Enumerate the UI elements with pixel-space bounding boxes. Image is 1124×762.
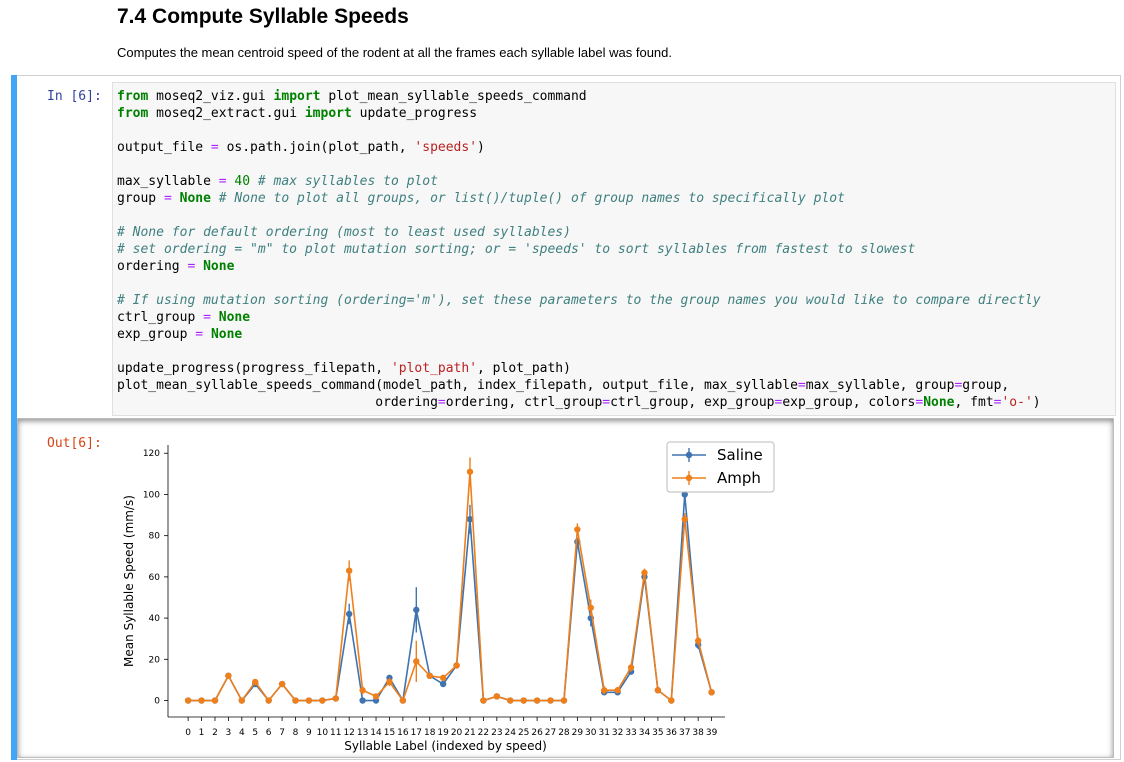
- code-token: =: [195, 327, 204, 342]
- code-token: plot_mean_syllable_speeds_command: [320, 89, 587, 104]
- output-area: [17, 418, 1114, 758]
- code-token: =: [437, 395, 446, 410]
- code-editor[interactable]: [112, 82, 1116, 416]
- code-token: =: [993, 395, 1002, 410]
- code-line: from moseq2_viz.gui import plot_mean_syl…: [117, 88, 587, 105]
- section-description: Computes the mean centroid speed of the …: [117, 45, 672, 60]
- code-token: =: [915, 395, 924, 410]
- code-token: ordering: [117, 395, 438, 410]
- code-token: ctrl_group: [117, 310, 204, 325]
- code-token: ordering, ctrl_group: [445, 395, 603, 410]
- code-token: , fmt: [954, 395, 994, 410]
- section-title: 7.4 Compute Syllable Speeds: [117, 5, 409, 28]
- code-token: =: [602, 395, 611, 410]
- code-token: # None to plot all groups, or list()/tup…: [218, 191, 845, 206]
- code-token: [211, 191, 219, 206]
- code-line: ordering=ordering, ctrl_group=ctrl_group…: [117, 394, 1041, 411]
- output-prompt: Out[6]:: [47, 436, 102, 451]
- code-token: None: [203, 259, 235, 274]
- code-token: update_progress(progress_filepath,: [117, 361, 391, 376]
- code-line: output_file = os.path.join(plot_path, 's…: [117, 139, 485, 156]
- cell-selection-bar: [11, 75, 17, 760]
- code-token: ctrl_group, exp_group: [610, 395, 775, 410]
- code-token: ): [1032, 395, 1041, 410]
- code-token: output_file: [117, 140, 211, 155]
- code-token: =: [954, 378, 963, 393]
- code-token: import: [273, 89, 321, 104]
- code-token: import: [304, 106, 352, 121]
- code-line: from moseq2_extract.gui import update_pr…: [117, 105, 477, 122]
- code-line: # If using mutation sorting (ordering='m…: [117, 292, 1041, 309]
- code-token: # None for default ordering (most to lea…: [117, 225, 571, 240]
- code-token: exp_group, colors: [782, 395, 916, 410]
- code-token: max_syllable: [117, 174, 219, 189]
- code-token: # If using mutation sorting (ordering='m…: [117, 293, 1041, 308]
- code-token: None: [923, 395, 955, 410]
- code-token: 'speeds': [414, 140, 478, 155]
- code-token: update_progress: [351, 106, 478, 121]
- code-token: [195, 259, 203, 274]
- code-token: moseq2_viz.gui: [148, 89, 274, 104]
- code-line: ctrl_group = None: [117, 309, 250, 326]
- code-token: group,: [962, 378, 1010, 393]
- code-token: from: [117, 89, 149, 104]
- code-token: 40: [234, 174, 251, 189]
- code-token: =: [203, 310, 211, 325]
- code-token: =: [774, 395, 783, 410]
- code-token: 'plot_path': [390, 361, 478, 376]
- code-token: =: [163, 191, 172, 206]
- code-token: group: [117, 191, 164, 206]
- code-line: # set ordering = "m" to plot mutation so…: [117, 241, 915, 258]
- code-line: exp_group = None: [117, 326, 242, 343]
- code-token: [203, 327, 211, 342]
- code-line: update_progress(progress_filepath, 'plot…: [117, 360, 571, 377]
- code-token: [211, 310, 219, 325]
- code-token: ordering: [117, 259, 188, 274]
- code-line: plot_mean_syllable_speeds_command(model_…: [117, 377, 1009, 394]
- code-token: # set ordering = "m" to plot mutation so…: [117, 242, 916, 257]
- code-token: os.path.join(plot_path,: [218, 140, 415, 155]
- code-token: =: [218, 174, 227, 189]
- input-prompt: In [6]:: [47, 89, 102, 104]
- code-token: None: [218, 310, 251, 325]
- code-token: =: [187, 259, 196, 274]
- code-token: =: [210, 140, 219, 155]
- code-token: , plot_path): [477, 361, 571, 376]
- code-token: =: [797, 378, 806, 393]
- code-token: # max syllables to plot: [257, 174, 438, 189]
- code-token: None: [179, 191, 211, 206]
- code-token: 'o-': [1001, 395, 1033, 410]
- code-token: plot_mean_syllable_speeds_command(model_…: [117, 378, 798, 393]
- code-token: [250, 174, 258, 189]
- code-line: max_syllable = 40 # max syllables to plo…: [117, 173, 438, 190]
- code-token: from: [117, 106, 149, 121]
- code-token: None: [210, 327, 243, 342]
- code-token: [172, 191, 180, 206]
- code-token: moseq2_extract.gui: [148, 106, 305, 121]
- code-token: exp_group: [117, 327, 196, 342]
- code-token: max_syllable, group: [805, 378, 955, 393]
- code-token: ): [477, 140, 485, 155]
- code-line: ordering = None: [117, 258, 234, 275]
- code-line: # None for default ordering (most to lea…: [117, 224, 571, 241]
- code-line: group = None # None to plot all groups, …: [117, 190, 845, 207]
